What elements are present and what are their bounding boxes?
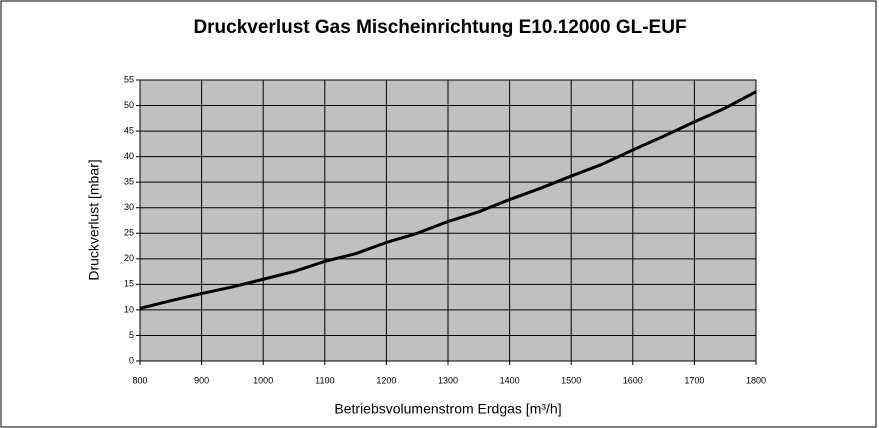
x-tick-label: 1000 <box>253 375 273 385</box>
x-tick-label: 1700 <box>684 375 704 385</box>
x-tick-label: 1100 <box>315 375 334 385</box>
x-tick-label: 1300 <box>438 375 458 385</box>
data-line <box>139 90 757 310</box>
x-tick-label: 1500 <box>561 375 581 385</box>
chart-title: Druckverlust Gas Mischeinrichtung E10.12… <box>193 17 686 38</box>
x-tick-label: 1200 <box>376 375 396 385</box>
y-tick-label: 10 <box>124 304 134 314</box>
y-tick-label: 35 <box>124 177 134 187</box>
x-tick-label: 1800 <box>746 375 766 385</box>
y-tick-label: 50 <box>124 100 134 110</box>
y-tick-label: 15 <box>124 279 134 289</box>
y-axis-label: Druckverlust [mbar] <box>86 159 102 280</box>
y-tick-label: 25 <box>124 228 134 238</box>
x-tick-label: 1600 <box>623 375 643 385</box>
y-tick-label: 5 <box>129 330 134 340</box>
y-tick-label: 45 <box>124 125 134 135</box>
y-tick-label: 20 <box>124 253 134 263</box>
x-tick-label: 900 <box>194 375 209 385</box>
y-tick-label: 55 <box>124 74 134 84</box>
x-tick-label: 1400 <box>500 375 520 385</box>
y-tick-label: 30 <box>124 202 134 212</box>
y-tick-label: 40 <box>124 151 134 161</box>
x-axis-label: Betriebsvolumenstrom Erdgas [m³/h] <box>334 401 561 417</box>
y-tick-label: 0 <box>129 355 134 365</box>
x-tick-label: 800 <box>132 375 147 385</box>
